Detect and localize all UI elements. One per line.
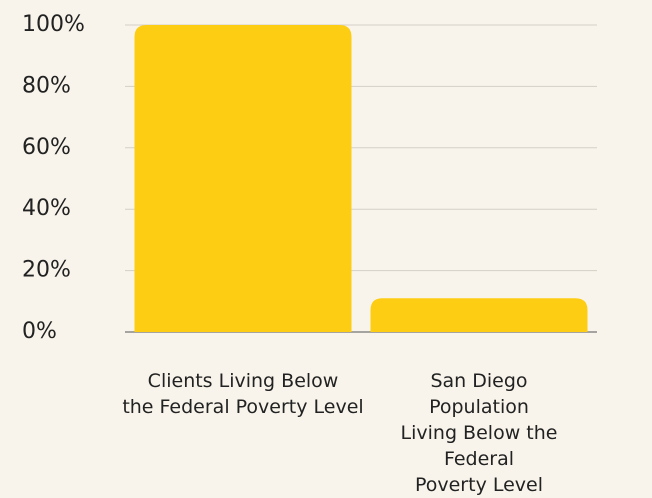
- x-tick-label: Clients Living Below the Federal Poverty…: [122, 370, 364, 418]
- chart: 0% 20% 40% 60% 80% 100%: [22, 12, 597, 344]
- y-tick-label: 80%: [22, 73, 71, 98]
- y-tick-label: 20%: [22, 258, 71, 283]
- y-tick-label: 40%: [22, 196, 71, 221]
- page: {"chart_data": {"type": "bar", "categori…: [22, 12, 597, 496]
- y-tick-label: 100%: [22, 12, 85, 37]
- bar: [370, 298, 588, 332]
- bar: [134, 25, 352, 332]
- x-tick-label: San Diego Population Living Below the Fe…: [400, 370, 558, 496]
- y-tick-label: 0%: [22, 319, 57, 344]
- y-tick-label: 60%: [22, 135, 71, 160]
